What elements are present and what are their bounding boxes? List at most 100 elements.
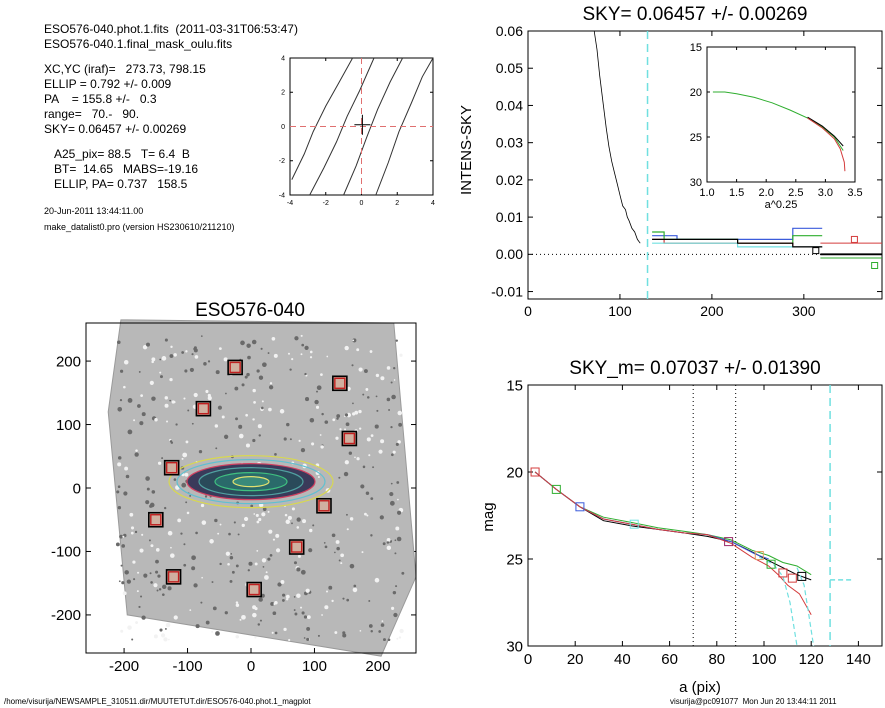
y-tick-label: 20	[506, 464, 523, 481]
y-tick-label: 15	[506, 377, 523, 394]
image-speckle	[139, 548, 144, 553]
image-speckle	[256, 369, 260, 373]
image-speckle	[331, 533, 336, 538]
image-speckle	[280, 580, 285, 584]
image-speckle	[324, 545, 328, 549]
image-speckle	[344, 460, 349, 465]
image-speckle	[117, 456, 122, 460]
image-speckle	[392, 590, 397, 595]
image-speckle	[386, 366, 391, 370]
x-tick-label: 100	[608, 303, 632, 319]
x-tick-label: 0	[247, 658, 255, 675]
image-speckle	[262, 362, 267, 368]
image-speckle	[146, 487, 150, 491]
image-speckle	[284, 513, 288, 517]
image-speckle	[238, 433, 244, 439]
image-speckle	[120, 629, 124, 633]
image-speckle	[294, 336, 299, 341]
x-tick-label: 1.5	[729, 187, 744, 199]
image-speckle	[177, 518, 182, 523]
image-speckle	[182, 452, 188, 458]
sky-box-marker-inner	[334, 377, 346, 389]
image-speckle	[230, 553, 233, 555]
image-speckle	[166, 420, 169, 423]
image-speckle	[180, 532, 183, 535]
profile-marker	[797, 571, 807, 581]
ellip-pa-line: ELLIP, PA= 0.737 158.5	[54, 177, 188, 191]
sky-box-marker-inner	[197, 402, 210, 415]
sky-box-marker	[246, 581, 262, 598]
image-speckle	[303, 637, 306, 639]
image-speckle	[169, 354, 174, 358]
image-speckle	[265, 571, 268, 574]
image-speckle	[138, 370, 141, 373]
y-tick-label: 0.05	[496, 60, 523, 76]
image-speckle	[368, 624, 373, 628]
image-speckle	[361, 551, 364, 554]
x-tick-label: -200	[109, 658, 139, 675]
image-speckle	[311, 442, 315, 446]
image-speckle	[185, 350, 188, 353]
x-tick-label: 40	[614, 651, 631, 668]
mag-plot-frame	[527, 384, 883, 647]
image-speckle	[261, 406, 264, 410]
mag-plot: SKY_m= 0.07037 +/- 0.01390 mag a (pix) 0…	[480, 358, 883, 696]
image-speckle	[368, 599, 371, 602]
image-speckle	[261, 512, 266, 517]
image-speckle	[127, 429, 133, 435]
image-speckle	[291, 522, 293, 525]
image-speckle	[247, 355, 251, 360]
sky-box-marker	[227, 359, 243, 376]
image-speckle	[293, 596, 296, 598]
image-speckle	[372, 466, 375, 469]
image-speckle	[150, 544, 154, 548]
image-speckle	[289, 368, 292, 371]
y-tick-label: -0.01	[491, 283, 523, 299]
image-speckle	[363, 369, 368, 373]
image-speckle	[118, 580, 121, 583]
image-speckle	[293, 609, 296, 611]
image-speckle	[258, 434, 261, 437]
image-speckle	[169, 377, 173, 382]
image-speckle	[364, 512, 367, 516]
image-speckle	[159, 375, 163, 379]
image-speckle	[390, 426, 393, 429]
image-speckle	[351, 364, 354, 367]
image-plot-frame	[85, 322, 417, 654]
sky-line: SKY= 0.06457 +/- 0.00269	[44, 122, 187, 136]
tail-marker	[850, 235, 858, 243]
image-speckle	[349, 563, 355, 569]
image-speckle	[158, 588, 162, 591]
sky-plot-title: SKY= 0.06457 +/- 0.00269	[582, 4, 807, 25]
image-speckle	[367, 396, 370, 399]
sky-box-marker-inner	[229, 361, 241, 374]
image-speckle	[117, 485, 121, 488]
image-speckle	[300, 353, 303, 356]
image-speckle	[391, 394, 396, 400]
image-speckle	[203, 362, 207, 366]
image-speckle	[135, 621, 138, 624]
image-speckle	[261, 558, 267, 563]
isophote-contour	[291, 57, 354, 180]
sky-box-marker-inner	[318, 500, 330, 512]
image-speckle	[275, 533, 280, 538]
profile-cyan	[759, 556, 798, 647]
image-speckle	[191, 555, 196, 561]
image-speckle	[259, 619, 262, 622]
image-speckle	[127, 398, 133, 403]
image-speckle	[344, 413, 349, 417]
x-tick-label: 120	[799, 651, 824, 668]
image-speckle	[183, 397, 186, 400]
image-speckle	[275, 548, 281, 553]
image-speckle	[336, 546, 340, 551]
image-speckle	[155, 559, 159, 564]
y-tick-label: 25	[690, 132, 702, 144]
image-speckle	[151, 396, 156, 401]
image-speckle	[225, 551, 230, 556]
image-speckle	[156, 589, 159, 592]
step-line	[652, 227, 823, 240]
image-speckle	[289, 438, 292, 441]
image-speckle	[205, 620, 210, 625]
image-speckle	[352, 338, 357, 343]
image-speckle	[394, 539, 397, 542]
